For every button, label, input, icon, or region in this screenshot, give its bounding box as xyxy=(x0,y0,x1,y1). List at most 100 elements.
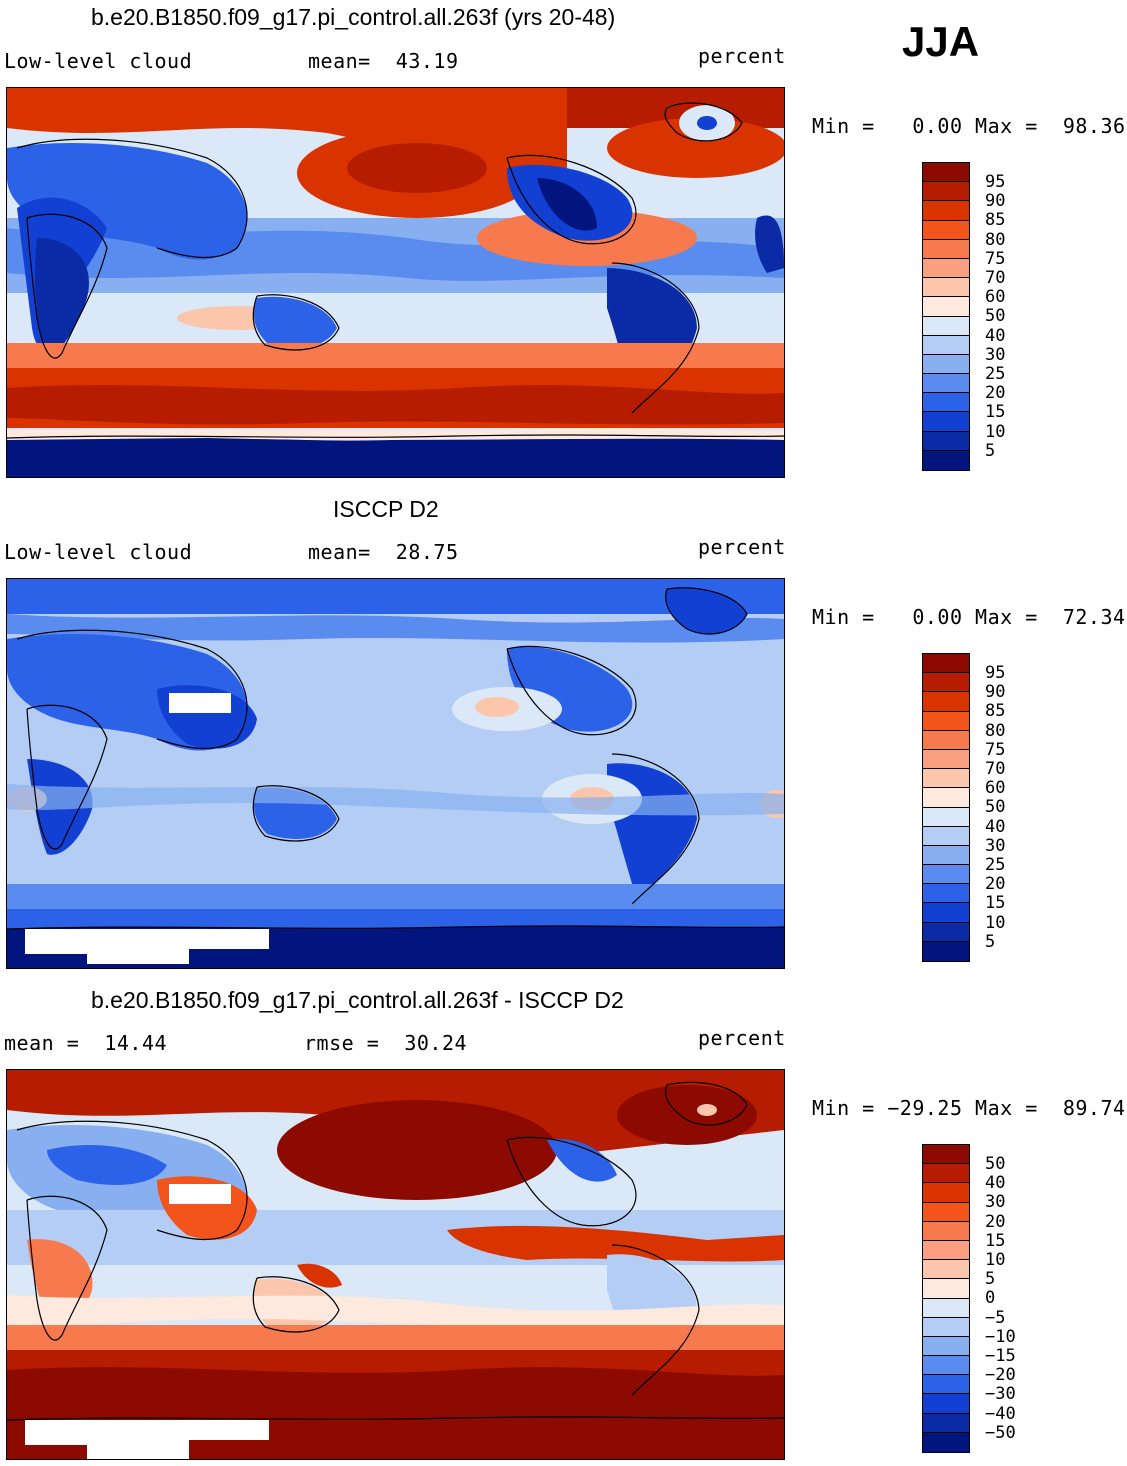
colorbar-obs-swatch xyxy=(923,865,969,885)
colorbar-obs xyxy=(922,653,970,962)
panel-model-title: b.e20.B1850.f09_g17.pi_control.all.263f … xyxy=(91,4,616,30)
colorbar-model-tick-label: 95 xyxy=(985,172,1006,192)
panel-diff-minmax: Min = −29.25 Max = 89.74 xyxy=(812,1096,1126,1120)
colorbar-model-tick-label: 90 xyxy=(985,191,1006,212)
colorbar-model-swatch xyxy=(923,297,969,317)
panel-obs-mean: mean= 28.75 xyxy=(308,540,459,564)
panel-obs-variable-label: Low-level cloud xyxy=(4,540,193,564)
colorbar-model-swatch xyxy=(923,201,969,221)
colorbar-diff-swatch xyxy=(923,1336,969,1357)
map-model-svg xyxy=(7,88,784,477)
colorbar-diff-tick-label: −5 xyxy=(985,1307,1006,1328)
panel-diff-units: percent xyxy=(698,1026,786,1050)
colorbar-diff-tick-label: 0 xyxy=(985,1288,996,1309)
colorbar-obs-tick-label: 15 xyxy=(985,893,1006,914)
colorbar-obs-swatch xyxy=(923,826,969,846)
panel-model-minmax: Min = 0.00 Max = 98.36 xyxy=(812,114,1126,138)
colorbar-model-tick-label: 75 xyxy=(985,248,1006,269)
colorbar-diff-swatch xyxy=(923,1183,969,1203)
colorbar-obs-tick-label: 80 xyxy=(985,720,1006,741)
colorbar-model-tick-label: 85 xyxy=(985,210,1006,231)
colorbar-diff-swatch xyxy=(923,1240,969,1261)
colorbar-model-swatch xyxy=(923,431,969,451)
panel-diff-rmse: rmse = 30.24 xyxy=(304,1031,468,1055)
panel-diff-title: b.e20.B1850.f09_g17.pi_control.all.263f … xyxy=(91,987,624,1013)
colorbar-model-swatch xyxy=(923,258,969,279)
colorbar-obs-tick-label: 20 xyxy=(985,874,1006,895)
colorbar-model-tick-label: 5 xyxy=(985,440,996,461)
colorbar-obs-swatch xyxy=(923,654,969,674)
colorbar-model-swatch xyxy=(923,374,969,394)
season-label: JJA xyxy=(902,18,980,65)
colorbar-diff-swatch xyxy=(923,1260,969,1280)
colorbar-diff-tick-label: −40 xyxy=(985,1403,1016,1424)
colorbar-diff-tick-label: −50 xyxy=(985,1422,1016,1443)
colorbar-obs-swatch xyxy=(923,769,969,789)
colorbar-obs-swatch xyxy=(923,730,969,750)
colorbar-diff-tick-label: 20 xyxy=(985,1211,1006,1232)
colorbar-obs-tick-label: 75 xyxy=(985,739,1006,760)
colorbar-diff-swatch xyxy=(923,1279,969,1299)
map-diff-svg xyxy=(7,1070,784,1459)
colorbar-obs-tick-label: 90 xyxy=(985,682,1006,703)
colorbar-model-tick-label: 30 xyxy=(985,344,1006,365)
colorbar-obs-tick-label: 5 xyxy=(985,931,996,952)
colorbar-diff-swatch xyxy=(923,1164,969,1184)
colorbar-obs-swatch xyxy=(923,711,969,731)
colorbar-model-tick-label: 70 xyxy=(985,268,1006,288)
colorbar-model-tick-label: 20 xyxy=(985,383,1006,404)
colorbar-diff-tick-label: 30 xyxy=(985,1192,1006,1213)
colorbar-model-swatch xyxy=(923,450,969,470)
colorbar-diff-swatch xyxy=(923,1394,969,1414)
colorbar-obs-tick-label: 70 xyxy=(985,759,1006,779)
colorbar-model-swatch xyxy=(923,393,969,413)
colorbar-obs-swatch xyxy=(923,788,969,808)
colorbar-diff-tick-label: 5 xyxy=(985,1269,996,1290)
colorbar-diff-swatch xyxy=(923,1145,969,1165)
colorbar-model-swatch xyxy=(923,412,969,432)
colorbar-diff-swatch xyxy=(923,1375,969,1395)
colorbar-obs-tick-label: 95 xyxy=(985,663,1006,683)
colorbar-model-swatch xyxy=(923,239,969,259)
colorbar-diff-tick-label: −20 xyxy=(985,1365,1016,1386)
colorbar-diff-tick-label: −15 xyxy=(985,1346,1016,1366)
colorbar-model xyxy=(922,162,970,471)
map-model xyxy=(6,87,785,478)
colorbar-obs-swatch xyxy=(923,749,969,770)
colorbar-obs-swatch xyxy=(923,692,969,712)
map-diff xyxy=(6,1069,785,1460)
colorbar-obs-tick-label: 60 xyxy=(985,778,1006,799)
panel-obs-minmax: Min = 0.00 Max = 72.34 xyxy=(812,605,1126,629)
colorbar-diff-tick-label: 15 xyxy=(985,1230,1006,1251)
panel-model-mean: mean= 43.19 xyxy=(308,49,459,73)
colorbar-model-swatch xyxy=(923,163,969,183)
panel-diff-mean: mean = 14.44 xyxy=(4,1031,168,1055)
colorbar-obs-swatch xyxy=(923,941,969,961)
colorbar-model-tick-label: 10 xyxy=(985,421,1006,442)
colorbar-model-tick-label: 80 xyxy=(985,229,1006,250)
colorbar-diff-swatch xyxy=(923,1413,969,1433)
colorbar-model-swatch xyxy=(923,278,969,298)
colorbar-obs-swatch xyxy=(923,673,969,693)
colorbar-obs-swatch xyxy=(923,903,969,923)
colorbar-diff-swatch xyxy=(923,1356,969,1376)
colorbar-model-swatch xyxy=(923,220,969,240)
colorbar-obs-swatch xyxy=(923,845,969,866)
colorbar-obs-tick-label: 40 xyxy=(985,816,1006,837)
panel-obs-title: ISCCP D2 xyxy=(333,496,439,522)
colorbar-obs-tick-label: 10 xyxy=(985,912,1006,933)
colorbar-diff-swatch xyxy=(923,1221,969,1241)
colorbar-diff-swatch xyxy=(923,1202,969,1222)
colorbar-diff xyxy=(922,1144,970,1453)
colorbar-model-swatch xyxy=(923,354,969,375)
colorbar-model-tick-label: 50 xyxy=(985,306,1006,327)
map-obs-svg xyxy=(7,579,784,968)
colorbar-diff-swatch xyxy=(923,1432,969,1452)
colorbar-model-swatch xyxy=(923,316,969,336)
colorbar-obs-tick-label: 30 xyxy=(985,835,1006,856)
colorbar-model-tick-label: 40 xyxy=(985,325,1006,346)
colorbar-diff-tick-label: 50 xyxy=(985,1154,1006,1174)
colorbar-model-swatch xyxy=(923,182,969,202)
colorbar-diff-tick-label: 40 xyxy=(985,1173,1006,1194)
panel-obs-units: percent xyxy=(698,535,786,559)
